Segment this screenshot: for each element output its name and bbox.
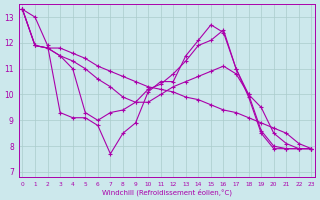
X-axis label: Windchill (Refroidissement éolien,°C): Windchill (Refroidissement éolien,°C) xyxy=(102,188,232,196)
